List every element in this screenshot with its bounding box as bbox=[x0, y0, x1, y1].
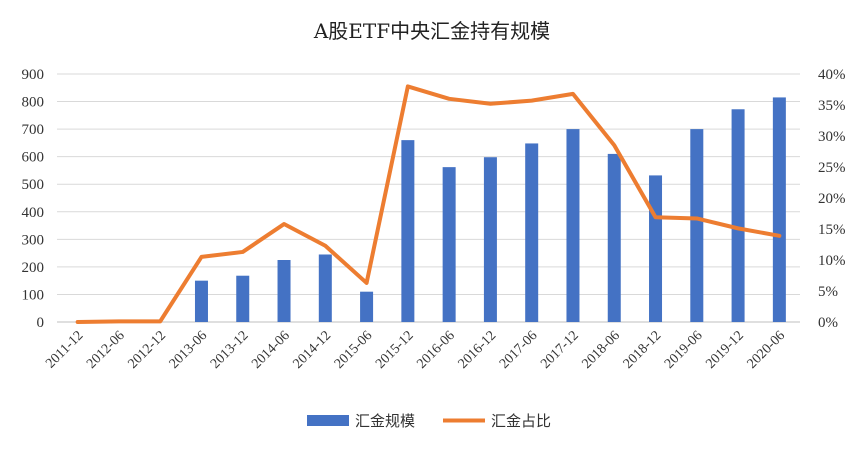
right-tick-label: 0% bbox=[818, 315, 838, 331]
line-point bbox=[76, 320, 80, 324]
x-tick-label: 2020-06 bbox=[745, 328, 789, 372]
bar bbox=[731, 109, 745, 322]
legend: 汇金规模 汇金占比 bbox=[307, 412, 551, 430]
line-point bbox=[488, 102, 492, 106]
line-point bbox=[777, 234, 781, 238]
left-axis-ticks: 0 100 200 300 400 500 600 700 800 900 bbox=[22, 67, 45, 331]
x-tick-label: 2016-12 bbox=[456, 328, 500, 372]
gridlines bbox=[57, 73, 800, 323]
left-tick-label: 800 bbox=[22, 95, 45, 111]
line-point bbox=[117, 319, 121, 323]
x-tick-label: 2015-06 bbox=[332, 328, 376, 372]
right-tick-label: 40% bbox=[818, 67, 846, 83]
right-tick-label: 10% bbox=[818, 253, 846, 269]
x-tick-label: 2013-06 bbox=[167, 328, 211, 372]
left-tick-label: 100 bbox=[22, 287, 45, 303]
left-tick-label: 700 bbox=[22, 122, 45, 138]
x-axis-ticks: 2011-122012-062012-122013-062013-122014-… bbox=[43, 328, 788, 372]
bar bbox=[277, 260, 291, 322]
x-tick-label: 2013-12 bbox=[208, 328, 252, 372]
bar bbox=[194, 280, 208, 322]
bar bbox=[772, 97, 786, 322]
bar bbox=[236, 275, 250, 322]
line-point bbox=[654, 215, 658, 219]
bar-series bbox=[194, 97, 786, 322]
chart-title: A股ETF中央汇金持有规模 bbox=[313, 19, 550, 43]
line-point bbox=[365, 281, 369, 285]
x-tick-label: 2018-06 bbox=[579, 328, 623, 372]
x-tick-label: 2016-06 bbox=[414, 328, 458, 372]
left-tick-label: 0 bbox=[37, 315, 45, 331]
x-tick-label: 2018-12 bbox=[621, 328, 665, 372]
line-point bbox=[571, 92, 575, 96]
right-tick-label: 25% bbox=[818, 160, 846, 176]
bar bbox=[360, 291, 374, 322]
right-tick-label: 35% bbox=[818, 98, 846, 114]
x-tick-label: 2012-12 bbox=[125, 328, 169, 372]
left-tick-label: 500 bbox=[22, 177, 45, 193]
left-tick-label: 200 bbox=[22, 260, 45, 276]
bar bbox=[525, 143, 539, 322]
x-tick-label: 2012-06 bbox=[84, 328, 128, 372]
x-tick-label: 2014-06 bbox=[249, 328, 293, 372]
line-point bbox=[447, 97, 451, 101]
left-tick-label: 600 bbox=[22, 150, 45, 166]
legend-label-bar: 汇金规模 bbox=[355, 412, 415, 430]
right-tick-label: 5% bbox=[818, 284, 838, 300]
bar bbox=[607, 153, 621, 322]
right-tick-label: 15% bbox=[818, 222, 846, 238]
line-point bbox=[612, 143, 616, 147]
x-tick-label: 2011-12 bbox=[43, 328, 86, 371]
x-tick-label: 2014-12 bbox=[291, 328, 335, 372]
line-point bbox=[199, 255, 203, 259]
bar bbox=[566, 129, 580, 322]
line-point bbox=[241, 250, 245, 254]
bar bbox=[318, 254, 332, 322]
x-tick-label: 2019-12 bbox=[703, 328, 747, 372]
bar bbox=[690, 129, 704, 322]
bar bbox=[401, 140, 415, 322]
x-tick-label: 2015-12 bbox=[373, 328, 417, 372]
line-point bbox=[323, 244, 327, 248]
left-tick-label: 400 bbox=[22, 205, 45, 221]
left-tick-label: 300 bbox=[22, 232, 45, 248]
bar bbox=[483, 157, 497, 322]
line-point bbox=[530, 99, 534, 103]
line-point bbox=[282, 222, 286, 226]
bar bbox=[442, 167, 456, 322]
bar bbox=[649, 175, 663, 322]
x-tick-label: 2019-06 bbox=[662, 328, 706, 372]
line-point bbox=[406, 84, 410, 88]
line-series bbox=[75, 84, 782, 324]
line-path bbox=[75, 84, 782, 324]
legend-swatch-bar bbox=[307, 415, 349, 426]
legend-label-line: 汇金占比 bbox=[491, 412, 551, 430]
x-tick-label: 2017-12 bbox=[538, 328, 582, 372]
line-point bbox=[695, 216, 699, 220]
right-tick-label: 20% bbox=[818, 191, 846, 207]
line-point bbox=[158, 319, 162, 323]
right-tick-label: 30% bbox=[818, 129, 846, 145]
x-tick-label: 2017-06 bbox=[497, 328, 541, 372]
line-point bbox=[736, 226, 740, 230]
right-axis-ticks: 0% 5% 10% 15% 20% 25% 30% 35% 40% bbox=[818, 67, 846, 331]
left-tick-label: 900 bbox=[22, 67, 45, 83]
